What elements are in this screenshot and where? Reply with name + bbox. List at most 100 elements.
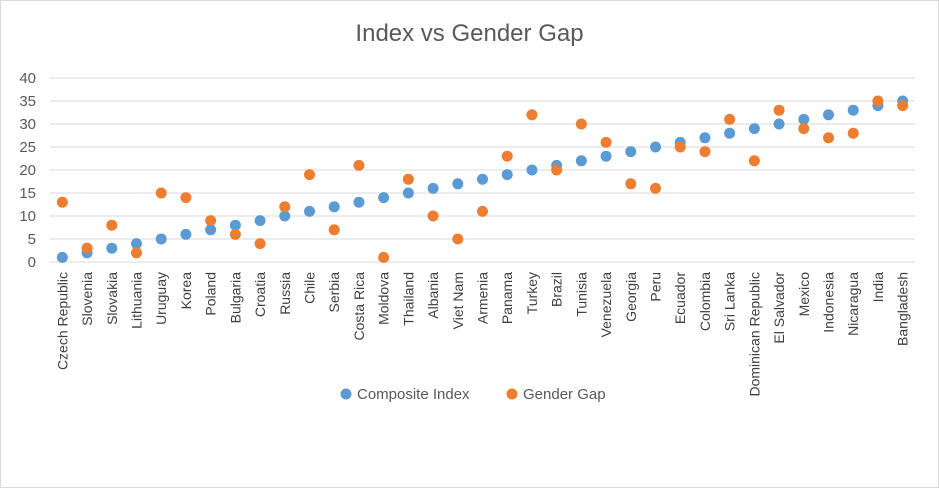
point-gender-gap <box>131 247 142 259</box>
x-tick-label: Thailand <box>400 272 416 326</box>
point-composite-index <box>205 224 217 236</box>
y-tick-label: 30 <box>19 116 36 133</box>
x-tick-label: Chile <box>302 272 318 304</box>
point-gender-gap <box>427 210 439 222</box>
x-tick-label: Indonesia <box>821 272 837 333</box>
point-composite-index <box>724 127 736 139</box>
x-tick-label: Croatia <box>252 272 268 317</box>
x-tick-label: Nicaragua <box>845 272 861 336</box>
x-tick-label: Moldova <box>376 272 392 325</box>
y-tick-label: 10 <box>19 208 36 225</box>
x-tick-label: Georgia <box>623 272 639 322</box>
point-composite-index <box>699 132 711 144</box>
point-gender-gap <box>378 251 390 263</box>
x-tick-label: Albania <box>425 272 441 319</box>
point-composite-index <box>378 192 390 204</box>
point-composite-index <box>279 210 291 222</box>
point-composite-index <box>600 150 612 162</box>
point-composite-index <box>823 109 834 121</box>
y-tick-label: 5 <box>28 231 36 248</box>
x-tick-label: Sri Lanka <box>722 272 738 331</box>
point-gender-gap <box>674 141 686 153</box>
x-tick-label: Poland <box>203 272 219 316</box>
point-gender-gap <box>106 219 118 231</box>
x-tick-label: Serbia <box>326 272 342 313</box>
legend-marker <box>340 388 352 400</box>
gridlines <box>50 77 915 263</box>
y-tick-label: 20 <box>19 162 36 179</box>
legend-label: Gender Gap <box>523 386 606 403</box>
point-gender-gap <box>402 173 414 185</box>
x-tick-label: Venezuela <box>598 272 614 338</box>
point-gender-gap <box>254 238 266 250</box>
y-axis-ticks: 0 5 10 15 20 25 30 35 40 <box>19 70 36 271</box>
point-gender-gap <box>650 182 661 194</box>
point-gender-gap <box>600 136 612 148</box>
point-composite-index <box>229 219 241 231</box>
point-composite-index <box>625 146 637 158</box>
point-gender-gap <box>205 215 217 227</box>
point-gender-gap <box>823 132 834 144</box>
point-gender-gap <box>81 242 93 254</box>
point-composite-index <box>304 205 315 217</box>
point-composite-index <box>180 228 192 240</box>
point-composite-index <box>328 201 340 213</box>
x-tick-label: Peru <box>648 272 664 302</box>
point-gender-gap <box>229 228 241 240</box>
point-gender-gap <box>575 118 587 130</box>
x-tick-label: Costa Rica <box>351 272 367 341</box>
x-tick-label: Brazil <box>549 272 565 307</box>
x-tick-label: Korea <box>178 272 194 310</box>
point-composite-index <box>131 238 142 250</box>
x-tick-label: El Salvador <box>771 272 787 344</box>
point-composite-index <box>452 178 464 190</box>
point-gender-gap <box>452 233 464 245</box>
y-tick-label: 0 <box>28 254 36 271</box>
point-gender-gap <box>551 164 563 176</box>
x-tick-label: Bangladesh <box>895 272 911 346</box>
x-tick-label: Russia <box>277 272 293 315</box>
x-tick-label: Armenia <box>475 272 491 324</box>
point-composite-index <box>106 242 118 254</box>
point-gender-gap <box>279 201 291 213</box>
point-gender-gap <box>748 155 760 167</box>
legend-marker <box>506 388 518 400</box>
point-composite-index <box>477 173 488 185</box>
x-tick-label: India <box>870 272 886 303</box>
point-gender-gap <box>526 109 538 121</box>
y-tick-label: 40 <box>19 70 36 87</box>
x-tick-label: Czech Republic <box>54 272 70 370</box>
x-tick-label: Colombia <box>697 272 713 331</box>
point-gender-gap <box>353 159 365 171</box>
point-composite-index <box>254 215 266 227</box>
point-composite-index <box>427 182 439 194</box>
point-gender-gap <box>625 178 637 190</box>
point-gender-gap <box>180 192 192 204</box>
point-gender-gap <box>155 187 167 199</box>
point-composite-index <box>155 233 167 245</box>
x-tick-label: Uruguay <box>153 272 169 325</box>
x-tick-label: Panama <box>499 272 515 324</box>
point-gender-gap <box>56 196 68 208</box>
point-gender-gap <box>847 127 859 139</box>
x-tick-label: Ecuador <box>672 272 688 324</box>
data-points <box>56 95 909 263</box>
point-composite-index <box>402 187 414 199</box>
point-gender-gap <box>724 113 736 125</box>
x-axis-ticks: Czech Republic Slovenia Slovakia Lithuania U… <box>54 272 910 397</box>
x-tick-label: Dominican Republic <box>746 272 762 397</box>
x-tick-label: Bulgaria <box>227 272 243 324</box>
chart-title: Index vs Gender Gap <box>355 20 584 47</box>
point-gender-gap <box>501 150 513 162</box>
y-tick-label: 15 <box>19 185 36 202</box>
point-gender-gap <box>773 104 785 116</box>
point-composite-index <box>575 155 587 167</box>
point-composite-index <box>56 251 68 263</box>
y-tick-label: 35 <box>19 93 36 110</box>
point-composite-index <box>526 164 538 176</box>
point-gender-gap <box>304 169 315 181</box>
point-composite-index <box>650 141 661 153</box>
x-tick-label: Tunisia <box>573 272 589 317</box>
